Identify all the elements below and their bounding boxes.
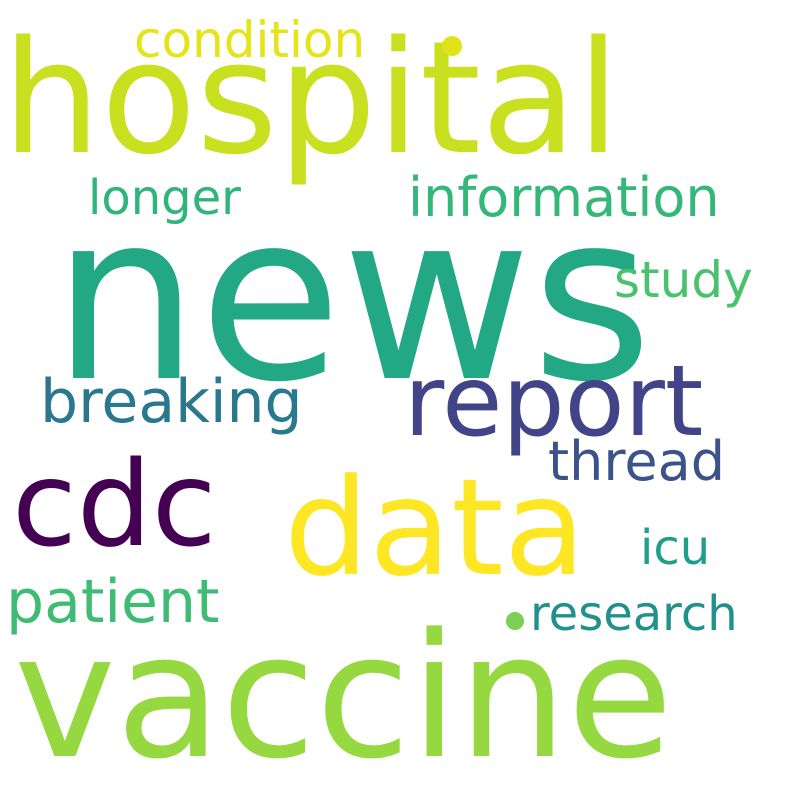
word-condition: condition <box>134 11 366 69</box>
word-study: study <box>614 251 753 309</box>
dot-mark <box>442 36 462 56</box>
word-information: information <box>408 166 720 229</box>
word-research: research <box>530 586 738 642</box>
word-cdc: cdc <box>12 435 217 573</box>
word-data: data <box>284 450 586 606</box>
word-longer: longer <box>88 170 241 226</box>
word-patient: patient <box>6 567 220 637</box>
word-news: news <box>52 163 653 433</box>
word-vaccine: vaccine <box>14 596 673 797</box>
word-breaking: breaking <box>40 367 303 437</box>
dot-mark <box>506 612 524 630</box>
word-hospital: hospital <box>2 7 621 189</box>
word-thread: thread <box>548 430 726 493</box>
word-report: report <box>404 345 704 459</box>
word-icu: icu <box>640 520 711 576</box>
